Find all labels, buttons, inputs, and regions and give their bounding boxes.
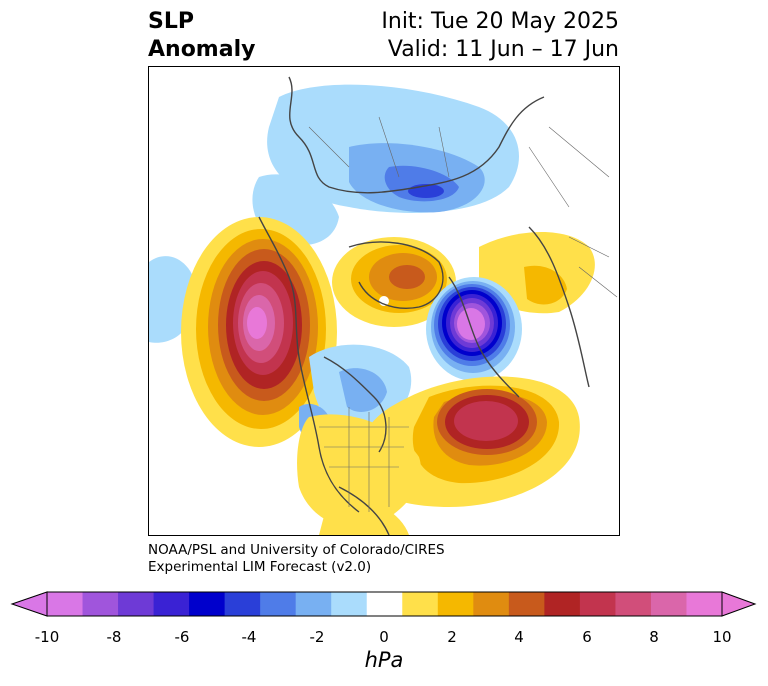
credit-text: NOAA/PSL and University of Colorado/CIRE… (148, 542, 445, 576)
colorbar-tick-label: -4 (241, 628, 257, 646)
map-canvas (149, 76, 618, 535)
anomaly-contour (339, 368, 387, 412)
coastline (338, 486, 390, 535)
north-pacific-high-contours (181, 217, 337, 447)
colorbar-cell (366, 592, 403, 616)
colorbar-tick-label: 2 (447, 628, 457, 646)
coastline (348, 241, 444, 309)
colorbar-tick-label: -10 (34, 628, 60, 646)
colorbar-cell (544, 592, 581, 616)
border-line (528, 126, 618, 298)
colorbar-under-arrow (10, 591, 48, 617)
coastline (323, 356, 387, 453)
init-date: Init: Tue 20 May 2025 (381, 9, 619, 34)
valid-range: Valid: 11 Jun – 17 Jun (387, 37, 619, 62)
colorbar (10, 591, 757, 617)
colorbar-cell (189, 592, 226, 616)
colorbar-tick-label: 0 (379, 628, 389, 646)
coastline (288, 76, 545, 194)
colorbar-tick-label: 6 (582, 628, 592, 646)
colorbar-cell (260, 592, 297, 616)
colorbar-cell (47, 592, 84, 616)
colorbar-cell (615, 592, 652, 616)
colorbar-cell (82, 592, 119, 616)
colorbar-ticks: -10 -8 -6 -4 -2 0 2 4 6 8 10 (0, 628, 768, 648)
colorbar-cell (295, 592, 332, 616)
north-atlantic-high-contours (297, 376, 580, 535)
anomaly-contour (247, 307, 267, 339)
credit-line-1: NOAA/PSL and University of Colorado/CIRE… (148, 542, 445, 558)
forecast-dates: Init: Tue 20 May 2025 Valid: 11 Jun – 17… (381, 8, 619, 64)
colorbar-tick-label: 8 (649, 628, 659, 646)
borders (308, 116, 618, 512)
colorbar-cell (650, 592, 687, 616)
colorbar-cell (579, 592, 616, 616)
map-title: SLP Anomaly (148, 8, 255, 64)
border-line (308, 116, 450, 178)
anomaly-contour (524, 265, 567, 305)
anomaly-contour (457, 308, 485, 340)
colorbar-cell (686, 592, 723, 616)
coastline (528, 226, 590, 388)
northwest-europe-low-contours (426, 277, 522, 381)
anomaly-contour (389, 265, 425, 289)
colorbar-cell (331, 592, 368, 616)
coastline (258, 216, 360, 513)
colorbar-over-arrow (721, 591, 757, 617)
anomaly-contour (319, 496, 409, 535)
title-line-2: Anomaly (148, 37, 256, 62)
colorbar-cell (118, 592, 155, 616)
siberia-low-contours (252, 84, 519, 246)
colorbar-unit-label: hPa (364, 648, 404, 672)
coastline (448, 276, 520, 398)
colorbar-tick-label: -2 (309, 628, 325, 646)
colorbar-tick-label: -8 (106, 628, 122, 646)
colorbar-tick-label: -6 (174, 628, 190, 646)
colorbar-cell (437, 592, 474, 616)
colorbar-tick-label: 10 (712, 628, 732, 646)
anomaly-contour (297, 414, 421, 528)
colorbar-cells (47, 592, 723, 616)
coastlines (258, 76, 590, 535)
colorbar-cell (402, 592, 439, 616)
colorbar-tick-label: 4 (514, 628, 524, 646)
anomaly-contour (454, 401, 518, 441)
title-line-1: SLP (148, 9, 194, 34)
slp-anomaly-map (148, 66, 620, 536)
colorbar-cell (508, 592, 545, 616)
colorbar-outline (46, 591, 723, 617)
border-line (319, 407, 409, 512)
colorbar-cell (153, 592, 190, 616)
colorbar-cell (473, 592, 510, 616)
credit-line-2: Experimental LIM Forecast (v2.0) (148, 559, 372, 575)
colorbar-cell (224, 592, 261, 616)
